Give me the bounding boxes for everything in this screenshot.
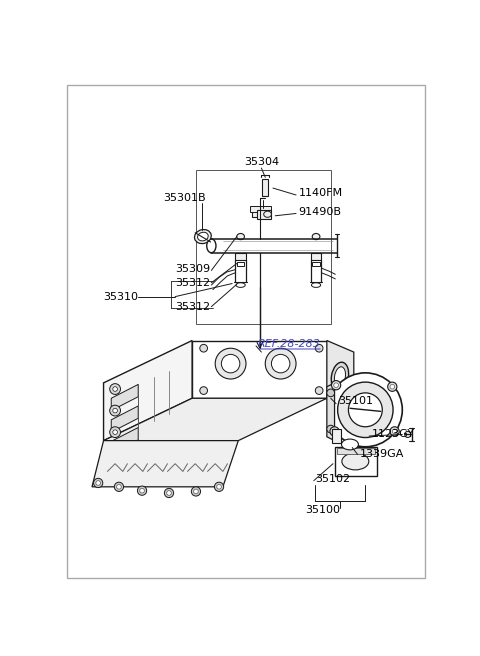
Circle shape — [164, 488, 174, 498]
Circle shape — [114, 482, 123, 491]
Polygon shape — [104, 340, 192, 441]
Circle shape — [113, 408, 118, 413]
Circle shape — [117, 485, 121, 489]
Bar — [311, 253, 322, 260]
Circle shape — [332, 380, 341, 390]
Polygon shape — [327, 383, 335, 441]
Ellipse shape — [194, 230, 211, 243]
Ellipse shape — [342, 453, 369, 470]
Circle shape — [388, 382, 397, 392]
Circle shape — [328, 373, 402, 447]
Polygon shape — [111, 428, 138, 454]
Circle shape — [200, 344, 207, 352]
Circle shape — [392, 429, 397, 434]
Ellipse shape — [341, 439, 359, 450]
Circle shape — [200, 387, 207, 394]
Circle shape — [332, 429, 337, 434]
Text: 1123GY: 1123GY — [372, 428, 415, 439]
Bar — [335, 447, 377, 476]
Bar — [312, 262, 320, 266]
Circle shape — [193, 489, 198, 494]
Circle shape — [337, 382, 393, 438]
Ellipse shape — [236, 283, 245, 287]
Circle shape — [348, 393, 382, 427]
Ellipse shape — [237, 234, 244, 239]
Bar — [337, 448, 375, 455]
Text: 35309: 35309 — [175, 264, 210, 274]
Polygon shape — [104, 398, 327, 441]
Ellipse shape — [198, 232, 208, 241]
Text: 35102: 35102 — [315, 474, 350, 484]
Circle shape — [113, 387, 118, 392]
Circle shape — [113, 430, 118, 434]
Circle shape — [110, 384, 120, 394]
Polygon shape — [192, 340, 327, 398]
Ellipse shape — [312, 283, 321, 287]
Ellipse shape — [312, 234, 320, 239]
Ellipse shape — [207, 239, 216, 253]
Bar — [257, 210, 271, 219]
Circle shape — [192, 487, 201, 496]
Text: 91490B: 91490B — [299, 207, 341, 217]
Text: 1339GA: 1339GA — [360, 449, 404, 459]
Ellipse shape — [264, 211, 271, 217]
Bar — [252, 208, 269, 217]
Bar — [332, 429, 341, 443]
Circle shape — [315, 344, 323, 352]
Bar — [237, 262, 244, 266]
Circle shape — [221, 354, 240, 373]
Circle shape — [140, 488, 144, 493]
Text: REF.28-283: REF.28-283 — [258, 339, 321, 350]
Bar — [250, 206, 271, 212]
Polygon shape — [92, 441, 238, 487]
Bar — [196, 170, 331, 323]
Text: 35312: 35312 — [175, 302, 210, 312]
Circle shape — [327, 389, 335, 397]
Bar — [235, 253, 246, 260]
Bar — [262, 179, 268, 195]
Text: 35301B: 35301B — [163, 193, 205, 203]
Circle shape — [110, 405, 120, 416]
Text: 35100: 35100 — [305, 505, 340, 515]
Polygon shape — [327, 340, 354, 410]
Circle shape — [110, 427, 120, 438]
Polygon shape — [111, 406, 138, 432]
Circle shape — [327, 425, 335, 433]
Circle shape — [217, 485, 221, 489]
Circle shape — [94, 478, 103, 487]
Text: 35101: 35101 — [338, 396, 373, 405]
Circle shape — [137, 486, 147, 495]
Circle shape — [215, 348, 246, 379]
Ellipse shape — [331, 362, 348, 391]
Circle shape — [334, 383, 338, 388]
Circle shape — [315, 387, 323, 394]
Circle shape — [265, 348, 296, 379]
Circle shape — [96, 481, 100, 485]
Text: 35310: 35310 — [104, 292, 139, 302]
Circle shape — [215, 482, 224, 491]
Polygon shape — [111, 384, 138, 411]
Circle shape — [390, 384, 395, 389]
Ellipse shape — [335, 367, 346, 386]
Text: 35312: 35312 — [175, 277, 210, 288]
Circle shape — [390, 427, 399, 436]
Text: 1140FM: 1140FM — [299, 188, 343, 197]
Circle shape — [330, 427, 339, 436]
Text: 35304: 35304 — [244, 157, 279, 167]
Circle shape — [405, 432, 411, 438]
Circle shape — [167, 491, 171, 495]
Circle shape — [271, 354, 290, 373]
